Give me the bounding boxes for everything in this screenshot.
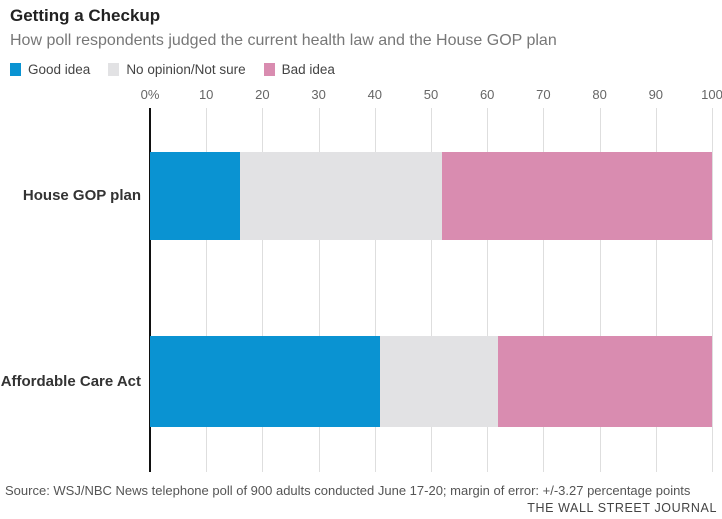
legend-label: Good idea <box>28 62 91 77</box>
plot-area <box>149 108 713 472</box>
gridline <box>318 108 320 472</box>
x-axis-tick: 60 <box>479 87 495 102</box>
stacked-bar <box>150 336 712 427</box>
gridline <box>543 108 545 472</box>
publisher-credit: THE WALL STREET JOURNAL <box>527 501 717 515</box>
x-axis-tick: 70 <box>536 87 551 102</box>
y-axis-line <box>149 108 151 472</box>
gridline <box>712 108 713 472</box>
gridline <box>599 108 601 472</box>
bar-segment <box>150 152 240 240</box>
legend-item: No opinion/Not sure <box>108 62 246 77</box>
x-axis-tick: 0% <box>140 87 160 102</box>
legend-label: Bad idea <box>281 62 335 77</box>
chart-title: Getting a Checkup <box>10 6 161 25</box>
category-label: House GOP plan <box>22 187 141 204</box>
x-axis-tick: 20 <box>255 87 270 102</box>
legend-swatch <box>263 63 275 76</box>
gridline <box>431 108 432 472</box>
x-axis-tick: 90 <box>648 87 664 102</box>
bar-segment <box>239 152 443 240</box>
legend-item: Bad idea <box>263 62 335 77</box>
source-note: Source: WSJ/NBC News telephone poll of 9… <box>5 483 691 498</box>
bar-segment <box>442 152 712 240</box>
stacked-bar <box>150 152 712 240</box>
legend-label: No opinion/Not sure <box>126 62 246 77</box>
bar-segment <box>498 336 712 427</box>
gridline <box>262 108 264 472</box>
bar-segment <box>380 336 499 427</box>
legend-swatch <box>10 63 21 76</box>
x-axis-tick: 50 <box>423 87 439 102</box>
gridline <box>487 108 489 472</box>
legend-item: Good idea <box>10 62 90 77</box>
bar-segment <box>150 336 381 427</box>
category-label: Affordable Care Act <box>0 372 141 390</box>
chart-subtitle: How poll respondents judged the current … <box>10 32 557 49</box>
gridline <box>374 108 376 472</box>
x-axis-tick: 80 <box>592 87 607 102</box>
legend: Good idea No opinion/Not sure Bad idea <box>10 62 335 77</box>
gridline <box>206 108 208 472</box>
gridline <box>655 108 657 472</box>
x-axis-tick: 10 <box>198 87 214 102</box>
legend-swatch <box>108 63 120 76</box>
x-axis-tick: 100 <box>701 87 722 102</box>
x-axis-tick: 30 <box>311 87 326 102</box>
x-axis-tick: 40 <box>367 87 383 102</box>
